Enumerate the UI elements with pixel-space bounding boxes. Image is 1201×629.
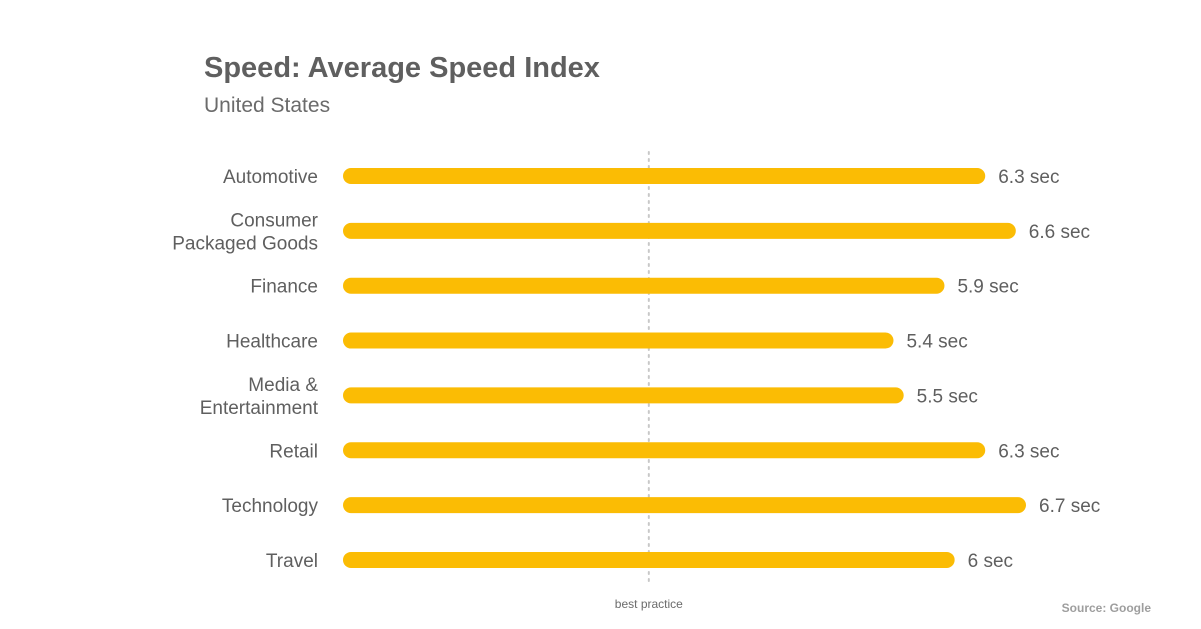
value-label: 5.5 sec: [917, 386, 978, 407]
bar: [343, 442, 986, 459]
bar: [343, 277, 945, 294]
value-label: 6.3 sec: [998, 167, 1059, 188]
value-label: 6.3 sec: [998, 441, 1059, 462]
best-practice-label: best practice: [615, 597, 683, 611]
chart-title: Speed: Average Speed Index: [204, 52, 600, 84]
bar: [343, 222, 1016, 239]
source-note: Source: Google: [1061, 601, 1151, 615]
category-label: Retail: [269, 441, 318, 462]
bar: [343, 168, 986, 184]
category-label: Finance: [250, 277, 318, 298]
chart-subtitle: United States: [204, 94, 331, 117]
value-label: 6.6 sec: [1029, 222, 1090, 243]
value-label: 5.9 sec: [957, 277, 1018, 298]
category-label: Travel: [266, 551, 318, 572]
category-label: Media & Entertainment: [200, 375, 319, 419]
bar: [343, 332, 894, 349]
bar: [343, 497, 1026, 514]
category-label: Technology: [222, 496, 319, 517]
category-label: Healthcare: [226, 332, 318, 353]
bar: [343, 387, 904, 404]
category-label: Automotive: [223, 167, 318, 188]
value-label: 5.4 sec: [906, 332, 967, 353]
category-label: Consumer Packaged Goods: [172, 210, 318, 254]
value-label: 6.7 sec: [1039, 496, 1100, 517]
bar: [343, 551, 955, 568]
value-label: 6 sec: [968, 551, 1013, 572]
